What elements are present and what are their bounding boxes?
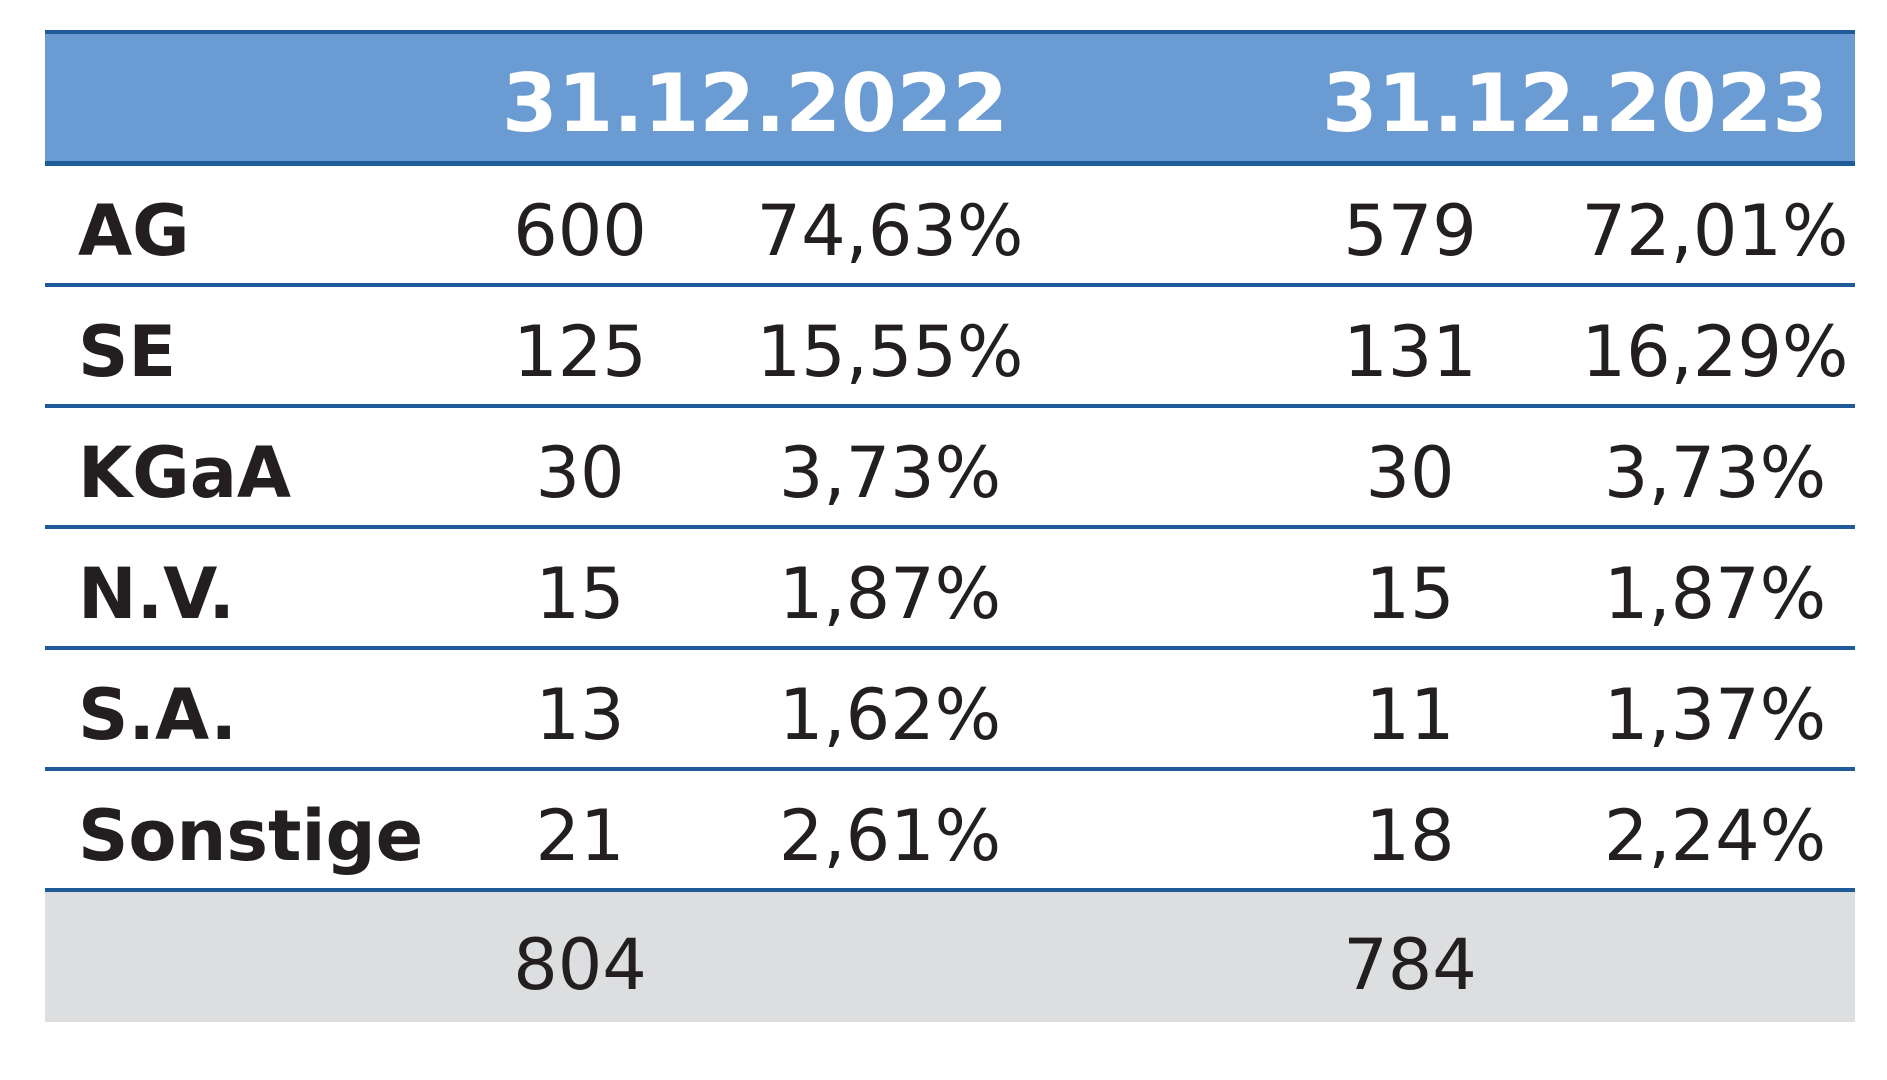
count-2023: 11 xyxy=(1365,673,1455,756)
count-2022: 15 xyxy=(535,552,625,635)
count-2022: 21 xyxy=(535,794,625,877)
total-row: 804 784 xyxy=(45,892,1855,1022)
percent-2023: 16,29% xyxy=(1581,310,1849,393)
table-row: KGaA 30 3,73% 30 3,73% xyxy=(45,408,1855,529)
count-2023: 15 xyxy=(1365,552,1455,635)
table-row: Sonstige 21 2,61% 18 2,24% xyxy=(45,771,1855,892)
count-2022: 600 xyxy=(513,189,647,272)
count-2022: 125 xyxy=(513,310,647,393)
table-row: N.V. 15 1,87% 15 1,87% xyxy=(45,529,1855,650)
row-label: AG xyxy=(78,189,190,272)
header-date-2023: 31.12.2023 xyxy=(1321,56,1829,150)
table-row: S.A. 13 1,62% 11 1,37% xyxy=(45,650,1855,771)
percent-2023: 1,37% xyxy=(1603,673,1827,756)
count-2023: 18 xyxy=(1365,794,1455,877)
total-count-2023: 784 xyxy=(1343,924,1477,1006)
percent-2022: 1,62% xyxy=(778,673,1002,756)
count-2023: 579 xyxy=(1343,189,1477,272)
table-row: AG 600 74,63% 579 72,01% xyxy=(45,166,1855,287)
count-2023: 131 xyxy=(1343,310,1477,393)
row-label: SE xyxy=(78,310,177,393)
percent-2023: 2,24% xyxy=(1603,794,1827,877)
percent-2022: 15,55% xyxy=(756,310,1024,393)
percent-2022: 2,61% xyxy=(778,794,1002,877)
percent-2022: 74,63% xyxy=(756,189,1024,272)
percent-2023: 72,01% xyxy=(1581,189,1849,272)
percent-2022: 3,73% xyxy=(778,431,1002,514)
row-label: Sonstige xyxy=(78,794,424,877)
percent-2022: 1,87% xyxy=(778,552,1002,635)
row-label: KGaA xyxy=(78,431,292,514)
count-2022: 30 xyxy=(535,431,625,514)
table-header: 31.12.2022 31.12.2023 xyxy=(45,30,1855,166)
percent-2023: 1,87% xyxy=(1603,552,1827,635)
table-row: SE 125 15,55% 131 16,29% xyxy=(45,287,1855,408)
total-count-2022: 804 xyxy=(513,924,647,1006)
row-label: S.A. xyxy=(78,673,238,756)
count-2023: 30 xyxy=(1365,431,1455,514)
percent-2023: 3,73% xyxy=(1603,431,1827,514)
legal-form-table: 31.12.2022 31.12.2023 AG 600 74,63% 579 … xyxy=(45,30,1855,1022)
count-2022: 13 xyxy=(535,673,625,756)
row-label: N.V. xyxy=(78,552,235,635)
header-date-2022: 31.12.2022 xyxy=(501,56,1009,150)
